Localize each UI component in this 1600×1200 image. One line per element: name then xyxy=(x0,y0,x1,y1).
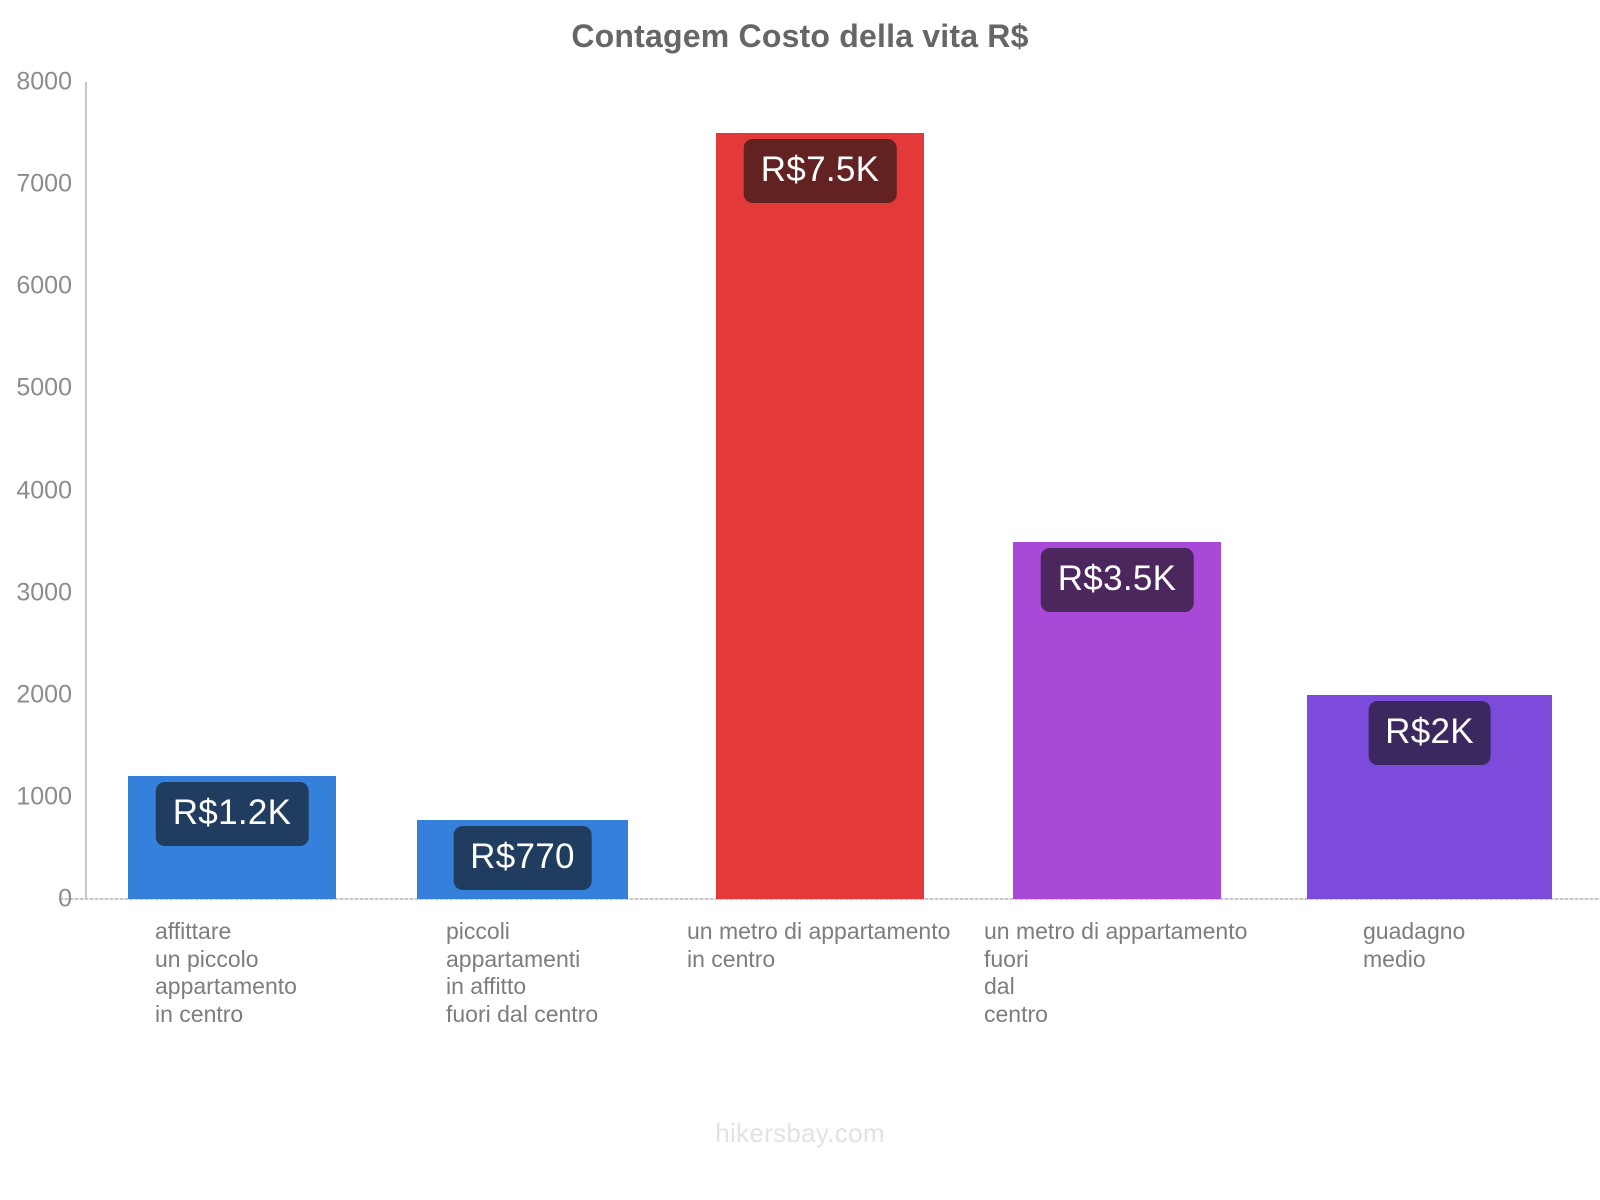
bar-value-label: R$7.5K xyxy=(743,139,897,204)
y-axis-tick-label: 8000 xyxy=(16,67,72,96)
y-axis-tick-label: 4000 xyxy=(16,476,72,504)
y-axis-tick-label: 2000 xyxy=(16,680,72,709)
footer-credit: hikersbay.com xyxy=(715,1118,885,1148)
x-axis-category-label: guadagno medio xyxy=(1363,918,1466,972)
y-axis-tick-label: 3000 xyxy=(16,578,72,607)
chart-title: Contagem Costo della vita R$ xyxy=(571,18,1029,54)
x-axis-baseline xyxy=(60,898,1600,900)
x-axis-category-label: piccoli appartamenti in affitto fuori da… xyxy=(446,918,599,1027)
y-axis-tick-label: 0 xyxy=(58,884,72,913)
bar[interactable] xyxy=(716,133,924,899)
x-axis-category-label: affittare un piccolo appartamento in cen… xyxy=(155,918,297,1027)
y-axis-line xyxy=(85,82,87,899)
bar-value-label: R$770 xyxy=(453,826,592,891)
x-axis-category-label: un metro di appartamento in centro xyxy=(687,918,951,972)
bar-value-label: R$3.5K xyxy=(1040,547,1194,612)
y-axis-tick-label: 5000 xyxy=(16,373,72,402)
plot-area: R$1.2K R$770 R$7.5K R$3.5K R$2K xyxy=(85,82,1600,899)
bar-value-label: R$2K xyxy=(1368,700,1491,765)
bar-value-label: R$1.2K xyxy=(155,782,309,847)
y-axis-tick-label: 6000 xyxy=(16,271,72,300)
y-axis-tick-label: 1000 xyxy=(16,782,72,811)
x-axis-category-label: un metro di appartamento fuori dal centr… xyxy=(984,918,1248,1027)
y-axis-tick-label: 7000 xyxy=(16,169,72,198)
